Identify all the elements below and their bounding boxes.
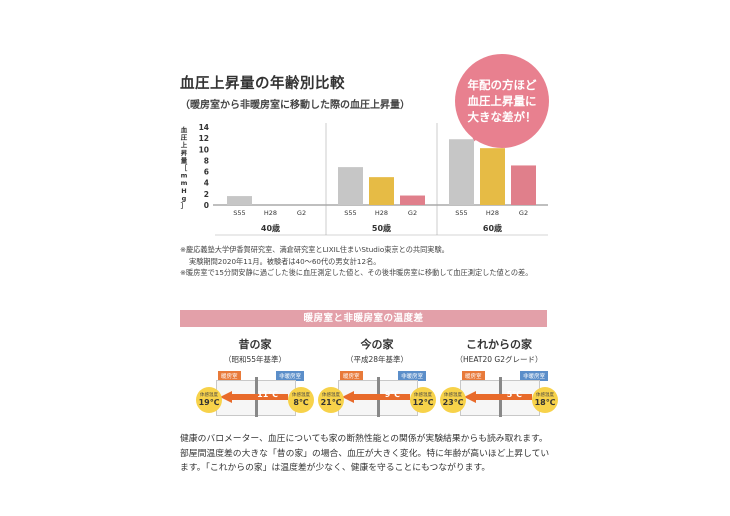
y-tick-label: 12 [199,134,209,143]
x-tick-label: S55 [344,209,356,217]
arrow-left-icon [220,391,288,403]
house-name: 今の家 [360,338,394,351]
house-comparison: 昔の家 （昭和55年基準） 暖房室 非暖房室 11℃ 体感温度 19℃ 体感温度 8℃ [196,336,314,431]
footnotes: ※慶応義塾大学伊香賀研究室、満倉研究室とLIXIL住まいStudio東京との共同… [180,244,552,279]
y-axis-label-char: 量 [181,155,188,164]
unheated-room-label: 非暖房室 [275,371,304,381]
heated-temp-circle: 体感温度 23℃ [440,387,466,413]
unheated-temp-value: 18℃ [534,397,556,407]
house-name: これからの家 [466,338,532,351]
page-subtitle: （暖房室から非暖房室に移動した際の血圧上昇量） [180,100,410,111]
y-axis-label-char: 昇 [181,148,188,157]
y-tick-label: 0 [204,201,209,210]
page-title: 血圧上昇量の年齢別比較 [180,76,345,92]
y-tick-label: 2 [204,190,209,199]
y-axis-label-char: m [181,172,188,180]
unheated-temp-value: 8℃ [293,397,309,407]
heated-temp-circle: 体感温度 21℃ [318,387,344,413]
felt-temp-label: 体感温度 [536,392,554,398]
footnote: ※暖房室で15分間安静に過ごした後に血圧測定した値と、その後非暖房室に移動して血… [180,268,533,277]
house-name: 昔の家 [238,338,272,351]
unheated-temp-value: 12℃ [412,397,434,407]
x-tick-label: G2 [519,209,528,217]
badge-line: 年配の方ほど [467,78,537,92]
footer-text: 健康のバロメーター、血圧についても家の断熱性能との関係が実験結果からも読み取れま… [180,434,550,473]
x-tick-label: H28 [486,209,499,217]
house-standard: （HEAT20 G2グレード） [455,355,543,364]
heated-temp-circle: 体感温度 19℃ [196,387,222,413]
section-heading: 暖房室と非暖房室の温度差 [180,310,547,327]
bar-g2 [400,195,425,205]
felt-temp-label: 体感温度 [444,392,462,398]
heated-temp-value: 21℃ [320,397,342,407]
x-tick-label: S55 [455,209,467,217]
temperature-difference: 5℃ [506,390,522,399]
felt-temp-label: 体感温度 [200,392,218,398]
y-axis-label-char: 上 [181,140,188,149]
felt-temp-label: 体感温度 [414,392,432,398]
y-axis-label-char: ［ [181,163,188,172]
bar-h28 [369,177,394,205]
bar-s55 [338,167,363,205]
y-tick-label: 6 [204,168,209,177]
group-label: 60歳 [483,223,502,233]
x-tick-label: H28 [264,209,277,217]
heated-temp-value: 23℃ [442,397,464,407]
arrow-left-icon [464,391,532,403]
y-axis-label-char: m [181,179,188,187]
unheated-room-label: 非暖房室 [519,371,548,381]
unheated-temp-circle: 体感温度 18℃ [532,387,558,413]
x-tick-label: G2 [297,209,306,217]
unheated-temp-circle: 体感温度 12℃ [410,387,436,413]
heated-room-label: 暖房室 [218,371,241,381]
x-tick-label: S55 [233,209,245,217]
felt-temp-label: 体感温度 [322,392,340,398]
bar-g2 [511,165,536,205]
badge-line: 血圧上昇量に [467,94,537,108]
temperature-diagram: 暖房室 非暖房室 5℃ 体感温度 23℃ 体感温度 18℃ [440,371,558,431]
unheated-temp-circle: 体感温度 8℃ [288,387,314,413]
y-tick-label: 4 [204,179,209,188]
unheated-room-label: 非暖房室 [397,371,426,381]
y-axis-label-char: H [181,187,186,195]
bar-h28 [480,148,505,205]
temperature-difference: 9℃ [384,390,400,399]
bar-s55 [449,139,474,205]
callout-badge: 年配の方ほど 血圧上昇量に 大きな差が！ [455,54,549,148]
group-label: 40歳 [261,223,280,233]
y-axis-label-char: g [182,194,187,202]
bar-s55 [227,196,252,205]
arrow-left-icon [342,391,410,403]
temperature-diagram: 暖房室 非暖房室 9℃ 体感温度 21℃ 体感温度 12℃ [318,371,436,431]
y-axis-label-char: 血 [181,125,188,134]
y-tick-label: 10 [199,145,209,154]
y-tick-label: 8 [204,156,209,165]
footnote: ※慶応義塾大学伊香賀研究室、満倉研究室とLIXIL住まいStudio東京との共同… [180,245,449,254]
temperature-diagram: 暖房室 非暖房室 11℃ 体感温度 19℃ 体感温度 8℃ [196,371,314,431]
house-comparison: これからの家 （HEAT20 G2グレード） 暖房室 非暖房室 5℃ 体感温度 23℃ 体感温… [440,336,558,431]
temperature-difference: 11℃ [257,390,278,399]
house-standard: （平成28年基準） [345,355,409,364]
heated-room-label: 暖房室 [462,371,485,381]
x-tick-label: H28 [375,209,388,217]
badge-line: 大きな差が！ [467,110,537,124]
heated-room-label: 暖房室 [340,371,363,381]
y-axis-label-char: 圧 [181,134,188,142]
y-axis-label-char: ］ [181,202,188,210]
group-label: 50歳 [372,223,391,233]
house-comparison: 今の家 （平成28年基準） 暖房室 非暖房室 9℃ 体感温度 21℃ 体感温度 12℃ [318,336,436,431]
y-tick-label: 14 [199,123,209,132]
heated-temp-value: 19℃ [198,397,220,407]
footnote: 実験期間2020年11月。被験者は40～60代の男女計12名。 [189,256,381,266]
x-tick-label: G2 [408,209,417,217]
house-standard: （昭和55年基準） [223,355,287,364]
felt-temp-label: 体感温度 [292,392,310,398]
